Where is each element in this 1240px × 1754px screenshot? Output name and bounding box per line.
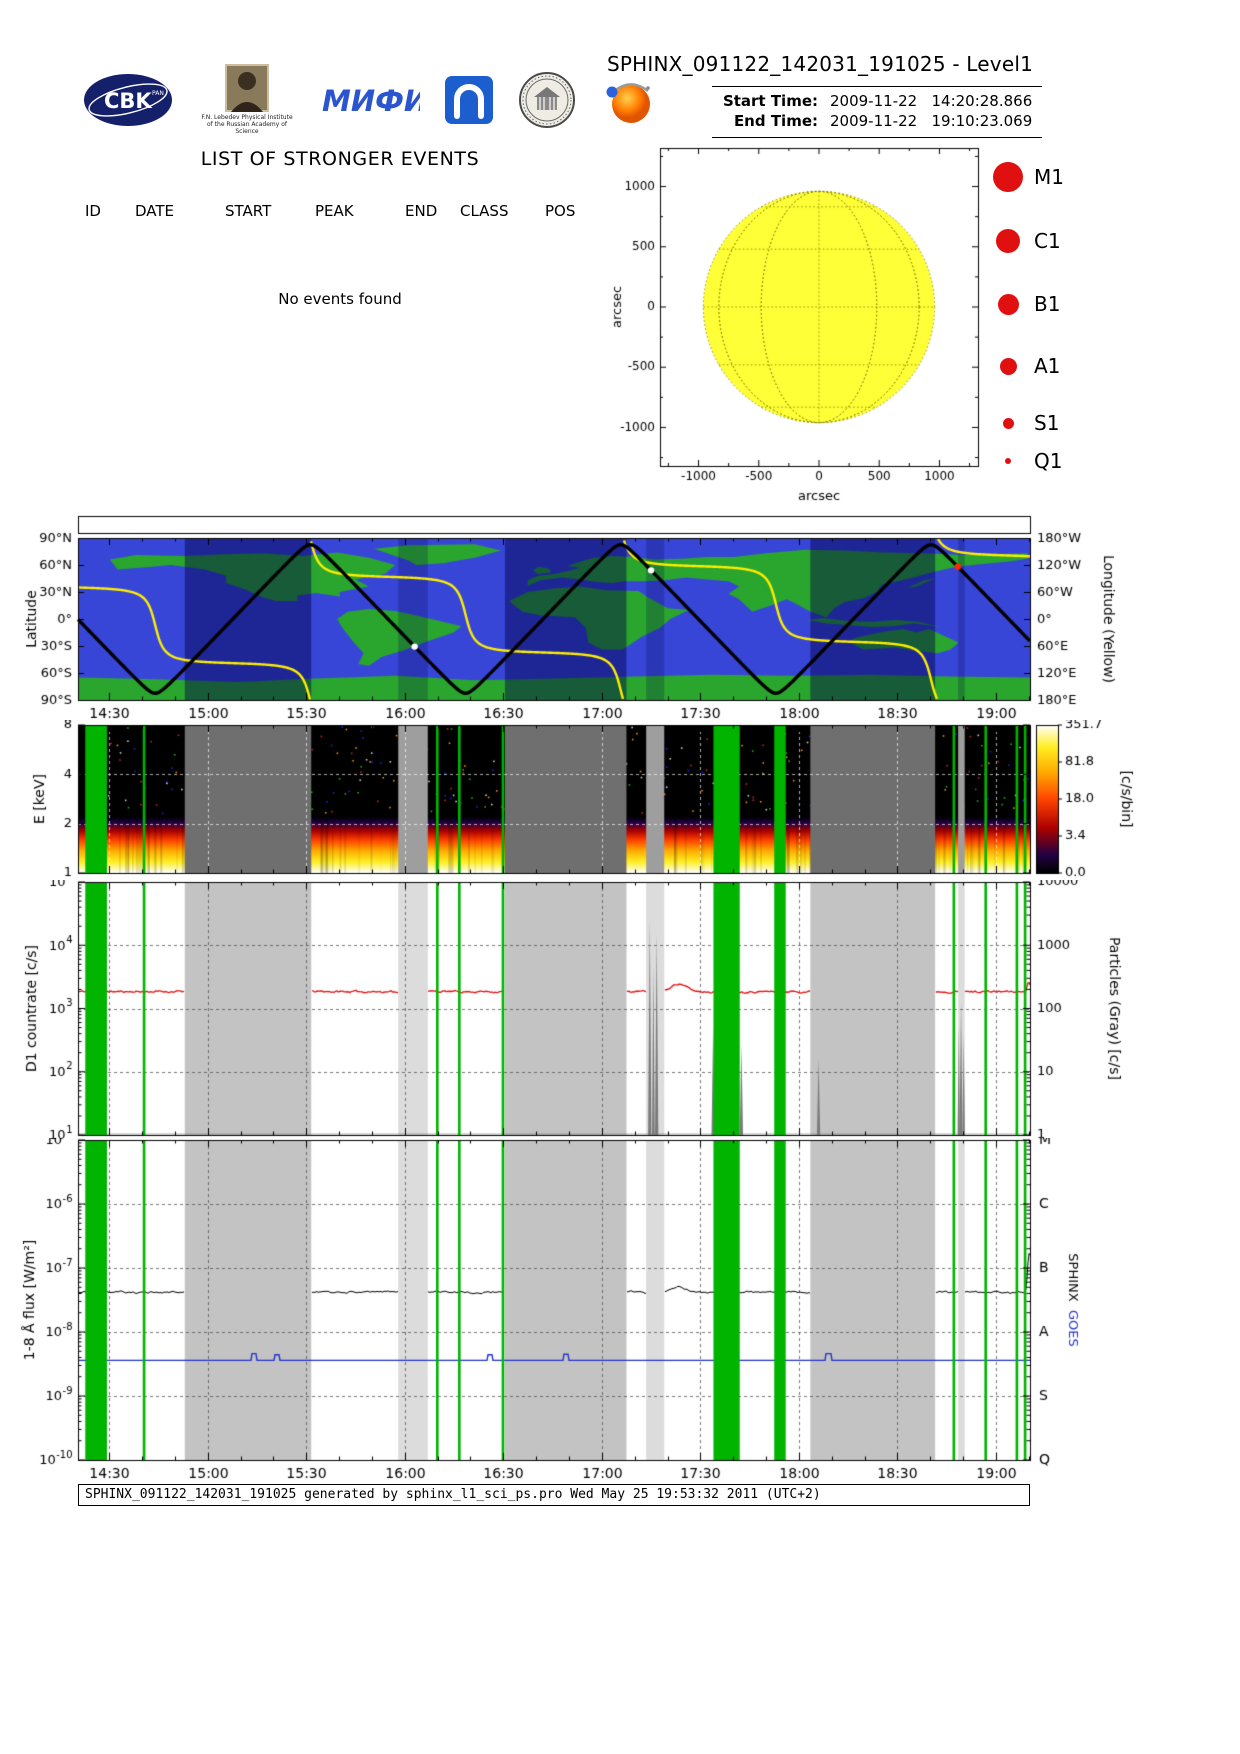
- flare-a1-dot: [999, 357, 1017, 375]
- legend-item-a1: A1: [990, 354, 1060, 378]
- flare-a1-label: A1: [1034, 354, 1061, 378]
- flare-s1-label: S1: [1034, 411, 1060, 435]
- solar-disk-plot: [598, 140, 1028, 506]
- footer-note: SPHINX_091122_142031_191025 generated by…: [78, 1484, 1030, 1506]
- lebedev-caption: F.N. Lebedev Physical Institute of the R…: [201, 114, 293, 135]
- lebedev-institute-logo: F.N. Lebedev Physical Institute of the R…: [198, 64, 296, 135]
- flare-b1-label: B1: [1034, 292, 1061, 316]
- legend-dotbox: [990, 458, 1026, 464]
- end-time-label: End Time:: [733, 112, 818, 130]
- arch-icon: [445, 75, 493, 124]
- events-col-end: END: [405, 202, 438, 220]
- start-time-value: 2009-11-22 14:20:28.866: [830, 92, 1033, 110]
- flux-panel: [10, 1138, 1170, 1494]
- events-col-pos: POS: [545, 202, 576, 220]
- events-col-id: ID: [85, 202, 101, 220]
- legend-dotbox: [990, 357, 1026, 375]
- flare-q1-label: Q1: [1034, 449, 1063, 473]
- cbk-logo-text: CBK: [104, 89, 152, 113]
- flare-c1-label: C1: [1034, 229, 1061, 253]
- events-col-date: DATE: [135, 202, 175, 220]
- end-time-row: End Time: 2009-11-22 19:10:23.069: [712, 111, 1042, 131]
- mephi-logo: МИФИ: [320, 78, 420, 122]
- legend-dotbox: [990, 162, 1026, 192]
- start-time-row: Start Time: 2009-11-22 14:20:28.866: [712, 91, 1042, 111]
- legend-dotbox: [990, 229, 1026, 253]
- legend-item-m1: M1: [990, 162, 1064, 192]
- logo-row: CBK PAN F.N. Lebedev Physical Institute …: [82, 64, 658, 135]
- countrate-panel: [10, 880, 1170, 1142]
- ground-track-panel: [10, 503, 1130, 733]
- university-seal-logo: [518, 71, 576, 129]
- time-range-block: Start Time: 2009-11-22 14:20:28.866 End …: [712, 86, 1042, 138]
- legend-item-c1: C1: [990, 229, 1061, 253]
- solar-orbit-logo: [600, 71, 658, 129]
- cbk-logo-subtext: PAN: [152, 90, 164, 97]
- flare-m1-label: M1: [1034, 165, 1064, 189]
- mephi-logo-text: МИФИ: [322, 84, 420, 118]
- events-title: LIST OF STRONGER EVENTS: [200, 148, 480, 170]
- legend-item-s1: S1: [990, 411, 1059, 435]
- spectrogram-panel: [10, 720, 1170, 885]
- events-col-peak: PEAK: [315, 202, 354, 220]
- lebedev-portrait-icon: [225, 64, 269, 112]
- legend-item-q1: Q1: [990, 449, 1062, 473]
- events-empty-message: No events found: [278, 290, 402, 308]
- start-time-label: Start Time:: [722, 92, 818, 110]
- flare-b1-dot: [997, 293, 1019, 315]
- page-title: SPHINX_091122_142031_191025 - Level1: [606, 52, 1034, 76]
- cbk-pan-logo: CBK PAN: [82, 71, 174, 129]
- flare-s1-dot: [1002, 417, 1014, 429]
- events-col-start: START: [225, 202, 272, 220]
- seal-icon: [519, 71, 575, 128]
- flare-m1-dot: [993, 162, 1023, 192]
- flare-c1-dot: [996, 229, 1020, 253]
- end-time-value: 2009-11-22 19:10:23.069: [830, 112, 1033, 130]
- legend-dotbox: [990, 417, 1026, 429]
- legend-item-b1: B1: [990, 292, 1060, 316]
- legend-dotbox: [990, 293, 1026, 315]
- arch-logo: [444, 75, 494, 125]
- events-col-class: CLASS: [460, 202, 509, 220]
- flare-class-legend: M1 C1 B1 A1 S1 Q1: [990, 150, 1140, 480]
- flare-q1-dot: [1005, 458, 1011, 464]
- events-header-row: ID DATE START PEAK END CLASS POS: [85, 202, 605, 220]
- sun-swirl-icon: [606, 82, 650, 123]
